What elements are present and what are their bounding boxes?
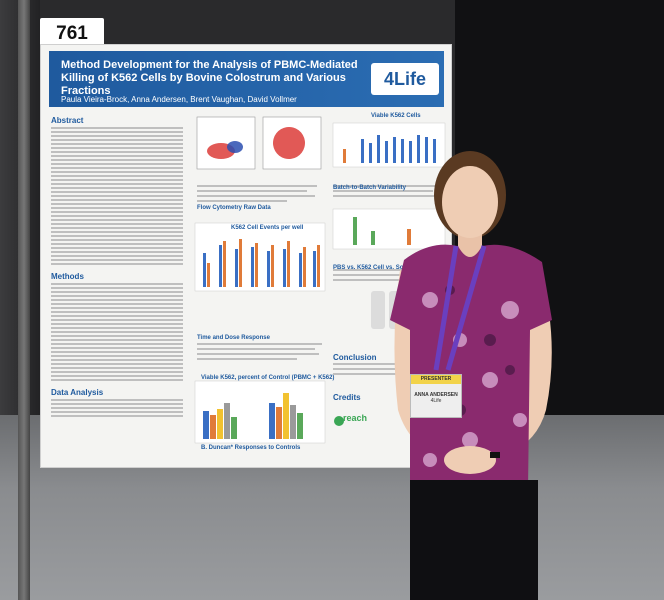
heading-time-dose: Time and Dose Response (197, 335, 270, 341)
flow-cluster-red-b (273, 127, 305, 159)
badge-ribbon: PRESENTER (411, 375, 461, 384)
lanyard (433, 245, 459, 371)
flow-plot-a (196, 116, 256, 170)
reach-logo-text: reach (343, 413, 368, 423)
poster-header: Method Development for the Analysis of P… (49, 51, 444, 107)
section-methods: Methods (51, 272, 84, 281)
heading-duncan: B. Duncan* Responses to Controls (201, 445, 301, 451)
k562-events-bars (203, 239, 320, 287)
heading-k562-events: K562 Cell Events per well (231, 225, 304, 231)
section-abstract: Abstract (51, 116, 84, 125)
batch-bar-green (353, 217, 357, 245)
batch-chart (332, 208, 446, 250)
reach-logo-mark (334, 416, 344, 426)
company-logo: 4Life (371, 63, 439, 95)
section-conclusion: Conclusion (333, 353, 377, 362)
poster-authors: Paula Vieira-Brock, Anna Andersen, Brent… (61, 95, 297, 104)
booth-pole (18, 0, 30, 600)
clasped-hands (444, 446, 496, 474)
black-pants (410, 480, 538, 600)
viable-percent-chart (194, 380, 326, 444)
presenter-person (390, 151, 552, 600)
section-credits: Credits (333, 393, 361, 402)
poster-middle-column (194, 116, 326, 444)
heading-batch-variability: Batch-to-Batch Variability (333, 185, 407, 191)
heading-viable-pct: Viable K562, percent of Control (PBMC + … (201, 375, 335, 381)
data-analysis-text (51, 399, 183, 417)
viable-percent-bars (203, 393, 303, 439)
viable-k562-bars (361, 135, 436, 163)
heading-viable-k562: Viable K562 Cells (371, 113, 421, 119)
abstract-text (51, 127, 183, 265)
methods-text (51, 283, 183, 381)
poster-left-column: Abstract Methods Data Analysis (51, 115, 183, 419)
name-badge: PRESENTER ANNA ANDERSEN 4Life (410, 374, 462, 418)
poster-title: Method Development for the Analysis of P… (61, 59, 358, 97)
poster-right-column (332, 122, 446, 426)
face (442, 166, 498, 238)
section-data-analysis: Data Analysis (51, 388, 104, 397)
heading-pbs-k562: PBS vs. K562 Cell vs. Solvent (333, 265, 418, 271)
badge-org: 4Life (430, 398, 442, 404)
heading-flow-raw-data: Flow Cytometry Raw Data (197, 205, 271, 211)
flow-cluster-blue-a (227, 141, 243, 153)
research-poster: Method Development for the Analysis of P… (40, 44, 452, 468)
badge-name: ANNA ANDERSEN (414, 392, 458, 398)
wristwatch (490, 452, 500, 458)
